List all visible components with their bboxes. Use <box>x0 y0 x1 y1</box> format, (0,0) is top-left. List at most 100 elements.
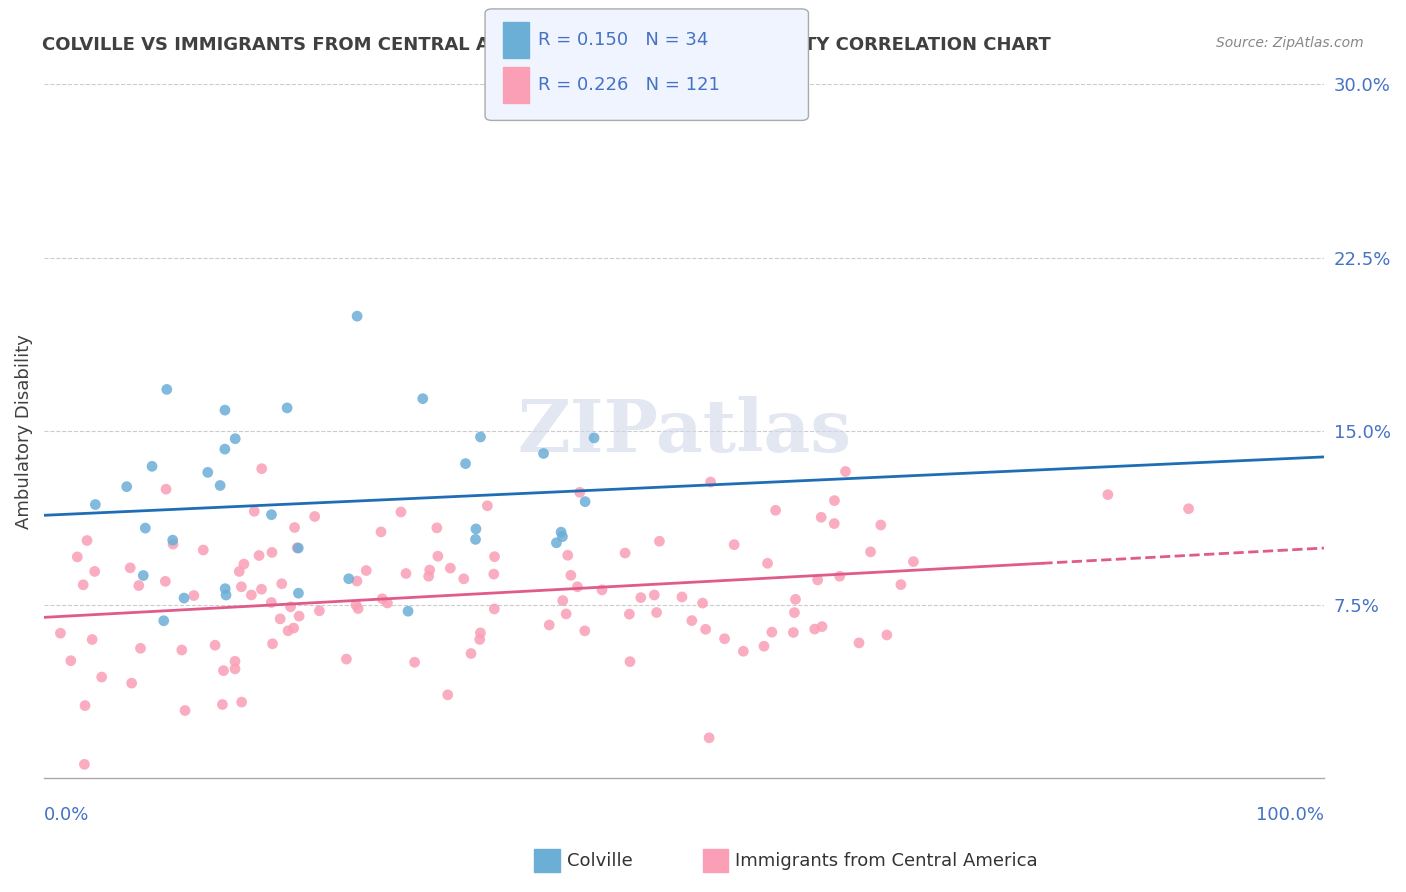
Point <box>803 622 825 636</box>
Point <box>346 309 368 323</box>
Point <box>713 632 735 646</box>
Text: R = 0.150   N = 34: R = 0.150 N = 34 <box>538 31 709 49</box>
Point <box>211 698 233 712</box>
Point <box>546 536 568 550</box>
Point <box>765 503 787 517</box>
Point <box>335 652 357 666</box>
Point <box>134 521 156 535</box>
Point <box>484 602 506 616</box>
Point <box>141 459 163 474</box>
Point <box>460 647 482 661</box>
Point <box>224 432 246 446</box>
Point <box>288 609 311 624</box>
Point <box>115 480 138 494</box>
Point <box>231 580 253 594</box>
Point <box>59 654 82 668</box>
Point <box>890 577 912 591</box>
Point <box>811 619 834 633</box>
Point <box>83 565 105 579</box>
Point <box>419 563 441 577</box>
Point <box>90 670 112 684</box>
Point <box>170 643 193 657</box>
Point <box>232 557 254 571</box>
Point <box>347 601 370 615</box>
Point <box>859 545 882 559</box>
Point <box>247 549 270 563</box>
Point <box>454 457 477 471</box>
Point <box>84 498 107 512</box>
Point <box>752 639 775 653</box>
Point <box>671 590 693 604</box>
Point <box>173 591 195 605</box>
Point <box>66 549 89 564</box>
Point <box>723 538 745 552</box>
Point <box>193 543 215 558</box>
Point <box>277 624 299 638</box>
Point <box>533 446 555 460</box>
Point <box>692 596 714 610</box>
Text: Immigrants from Central America: Immigrants from Central America <box>735 852 1038 870</box>
Point <box>568 485 591 500</box>
Point <box>120 561 142 575</box>
Point <box>810 510 832 524</box>
Point <box>630 591 652 605</box>
Point <box>162 533 184 548</box>
Point <box>284 520 307 534</box>
Point <box>614 546 637 560</box>
Point <box>697 731 720 745</box>
Point <box>761 625 783 640</box>
Text: Colville: Colville <box>567 852 633 870</box>
Text: Source: ZipAtlas.com: Source: ZipAtlas.com <box>1216 36 1364 50</box>
Point <box>270 576 292 591</box>
Point <box>699 475 721 489</box>
Point <box>371 591 394 606</box>
Point <box>869 518 891 533</box>
Point <box>574 494 596 508</box>
Text: 0.0%: 0.0% <box>44 805 90 823</box>
Point <box>304 509 326 524</box>
Point <box>152 614 174 628</box>
Point <box>155 574 177 589</box>
Point <box>482 567 505 582</box>
Text: R = 0.226   N = 121: R = 0.226 N = 121 <box>538 76 720 94</box>
Point <box>551 530 574 544</box>
Point <box>477 499 499 513</box>
Point <box>214 582 236 596</box>
Point <box>619 655 641 669</box>
Point <box>389 505 412 519</box>
Point <box>197 466 219 480</box>
Point <box>583 431 606 445</box>
Point <box>395 566 418 581</box>
Point <box>828 569 851 583</box>
Text: 100.0%: 100.0% <box>1256 805 1324 823</box>
Point <box>209 478 232 492</box>
Point <box>453 572 475 586</box>
Point <box>538 618 561 632</box>
Point <box>567 580 589 594</box>
Point <box>337 572 360 586</box>
Point <box>128 578 150 592</box>
Point <box>214 403 236 417</box>
Point <box>250 582 273 597</box>
Point <box>733 644 755 658</box>
Point <box>551 593 574 607</box>
Point <box>155 482 177 496</box>
Point <box>183 589 205 603</box>
Point <box>1097 488 1119 502</box>
Point <box>287 586 309 600</box>
Point <box>162 537 184 551</box>
Point <box>260 595 283 609</box>
Point <box>903 555 925 569</box>
Point <box>404 655 426 669</box>
Point <box>224 662 246 676</box>
Point <box>76 533 98 548</box>
Point <box>285 541 308 555</box>
Point <box>377 596 399 610</box>
Point <box>574 624 596 638</box>
Point <box>555 607 578 621</box>
Text: ZIPatlas: ZIPatlas <box>517 396 851 467</box>
Point <box>73 757 96 772</box>
Point <box>396 604 419 618</box>
Point <box>250 461 273 475</box>
Point <box>645 606 668 620</box>
